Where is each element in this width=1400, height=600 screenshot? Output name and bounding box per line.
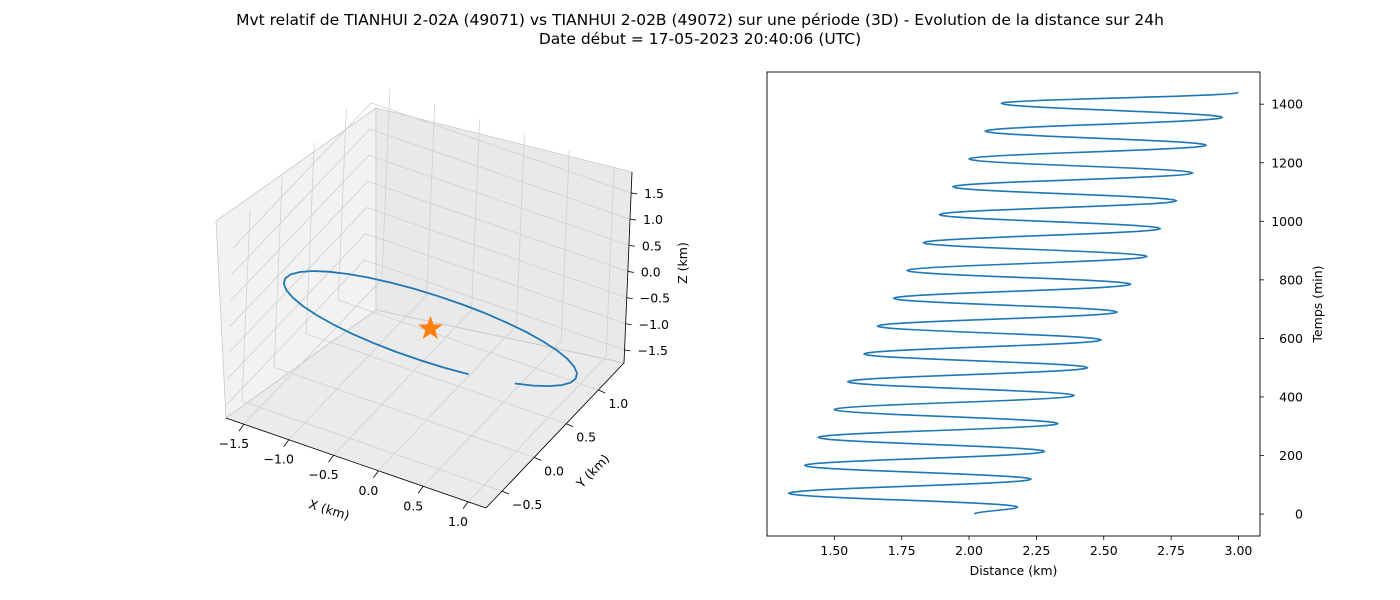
x-tick-label-2d: 1.50 — [820, 543, 848, 558]
grid-line-y — [305, 142, 567, 425]
z-tick-label-3d: −0.5 — [640, 291, 670, 306]
grid-line-y — [241, 210, 503, 492]
z-tick-label-3d: −1.5 — [638, 343, 668, 358]
y-axis-label-3d: Y (km) — [573, 451, 613, 491]
grid-3d — [226, 88, 632, 503]
z-tick-mark-3d — [626, 297, 633, 299]
x-tick-label-2d: 2.75 — [1157, 543, 1185, 558]
distance-line — [787, 91, 1239, 515]
grid-line-x — [288, 103, 436, 440]
grid-line-x — [422, 150, 570, 487]
grid-line-y — [337, 108, 599, 391]
y-tick-label-3d: −0.5 — [512, 497, 542, 512]
z-tick-label-3d: 1.5 — [644, 186, 664, 201]
trajectory-3d-plot: −1.5 −1.0 −0.5 0.0 0.5 1.0 −0.5 0.0 0.5 1.0 −1.5 −1… — [215, 88, 690, 529]
x-tick-mark-3d — [373, 470, 379, 478]
x-tick-mark-3d — [238, 423, 245, 432]
y-tick-label-3d: 1.0 — [608, 396, 628, 411]
x-tick-label-3d: −1.0 — [264, 452, 294, 467]
x-tick-label-2d: 2.25 — [1022, 543, 1050, 558]
grid-line-z — [226, 259, 625, 406]
x-tick-mark-3d — [462, 501, 469, 510]
x-tick-label-2d: 2.00 — [955, 543, 983, 558]
x-tick-label-3d: 0.0 — [358, 483, 378, 498]
y-tick-label-2d: 1200 — [1271, 155, 1303, 170]
z-tick-label-3d: 1.0 — [643, 212, 663, 227]
x-tick-label-2d: 2.50 — [1090, 543, 1118, 558]
x-tick-label-3d: −1.5 — [219, 436, 249, 451]
y-tick-label-2d: 0 — [1295, 507, 1303, 522]
grid-line-z — [229, 180, 628, 327]
x-tick-label-2d: 1.75 — [888, 543, 916, 558]
x-tick-mark-3d — [417, 486, 424, 494]
axes-3d — [225, 171, 633, 509]
y-axis-label-2d: Temps (min) — [1310, 265, 1325, 343]
trajectory-line — [282, 270, 578, 388]
origin-star-marker — [418, 315, 443, 340]
z-tick-label-3d: −1.0 — [639, 317, 669, 332]
figure-subtitle: Date début = 17-05-2023 20:40:06 (UTC) — [539, 30, 861, 48]
z-tick-mark-3d — [625, 323, 632, 326]
x-axis-line — [225, 417, 487, 509]
y-tick-mark-3d — [501, 490, 510, 495]
y-tick-label-3d: 0.0 — [544, 463, 564, 478]
grid-line-y — [273, 176, 535, 458]
plot-frame — [766, 71, 1261, 537]
z-tick-mark-3d — [624, 349, 631, 352]
z-tick-label-3d: 0.5 — [642, 238, 662, 253]
y-tick-mark-3d — [598, 389, 606, 394]
ticks-2d: 1.50 1.75 2.00 2.25 2.50 2.75 3.00 0 200 400 600 80… — [820, 97, 1303, 558]
x-axis-label-3d: X (km) — [307, 496, 351, 523]
x-tick-label-3d: −0.5 — [308, 467, 338, 482]
grid-line-x — [378, 134, 525, 472]
figure-title: Mvt relatif de TIANHUI 2-02A (49071) vs … — [236, 11, 1164, 29]
grid-line-z — [231, 128, 631, 275]
z-tick-mark-3d — [627, 271, 634, 273]
z-axis-line — [623, 171, 633, 364]
distance-time-plot: 1.50 1.75 2.00 2.25 2.50 2.75 3.00 0 200 400 600 80… — [766, 71, 1325, 578]
grid-line-z — [228, 207, 627, 353]
x-axis-label-2d: Distance (km) — [970, 563, 1058, 578]
x-tick-label-2d: 3.00 — [1225, 543, 1253, 558]
x-tick-label-3d: 1.0 — [448, 514, 468, 529]
grid-line-x — [333, 119, 480, 456]
y-tick-label-2d: 800 — [1279, 272, 1303, 287]
z-tick-mark-3d — [628, 244, 635, 247]
y-tick-mark-3d — [566, 423, 574, 428]
z-tick-mark-3d — [629, 218, 637, 221]
grid-line-z — [227, 233, 626, 380]
y-tick-label-3d: 0.5 — [576, 430, 596, 445]
grid-line-x — [243, 88, 391, 425]
y-tick-label-2d: 400 — [1279, 389, 1303, 404]
grid-line-x — [467, 165, 615, 503]
grid-line-z — [230, 154, 630, 301]
z-tick-label-3d: 0.0 — [641, 264, 661, 279]
z-axis-label-3d: Z (km) — [675, 242, 690, 284]
ticks-3d: −1.5 −1.0 −0.5 0.0 0.5 1.0 −0.5 0.0 0.5 1.0 −1.5 −1… — [219, 186, 670, 529]
x-tick-mark-3d — [328, 455, 334, 463]
y-tick-label-2d: 1000 — [1271, 214, 1303, 229]
y-tick-label-2d: 600 — [1279, 331, 1303, 346]
grid-line-z — [232, 102, 632, 249]
y-axis-line — [485, 362, 625, 509]
y-tick-label-2d: 200 — [1279, 448, 1303, 463]
z-tick-mark-3d — [631, 192, 638, 195]
y-tick-label-2d: 1400 — [1271, 97, 1303, 112]
x-tick-mark-3d — [283, 439, 290, 447]
x-tick-label-3d: 0.5 — [403, 498, 423, 513]
y-tick-mark-3d — [533, 457, 542, 461]
